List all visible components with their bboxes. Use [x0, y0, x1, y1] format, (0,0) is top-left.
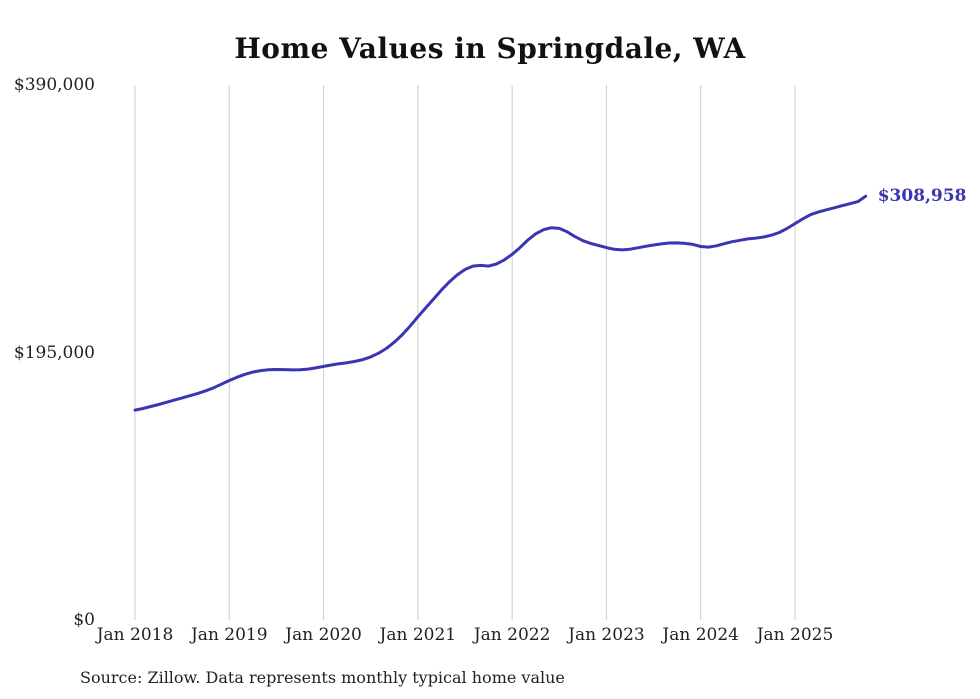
x-tick-label: Jan 2020	[285, 625, 362, 645]
home-value-line	[133, 194, 868, 412]
x-tick-label: Jan 2021	[379, 625, 457, 645]
chart-title: Home Values in Springdale, WA	[234, 32, 746, 65]
latest-value-label: $308,958	[877, 186, 967, 207]
y-tick-label: $390,000	[13, 75, 95, 95]
x-tick-label: Jan 2018	[96, 625, 174, 645]
x-tick-label: Jan 2023	[568, 625, 645, 645]
y-tick-label: $195,000	[13, 342, 95, 363]
x-tick-label: Jan 2025	[756, 625, 834, 645]
source-note: Source: Zillow. Data represents monthly …	[80, 668, 565, 687]
x-tick-label: Jan 2019	[190, 625, 268, 645]
x-tick-label: Jan 2024	[662, 625, 739, 645]
y-tick-label: $0	[73, 610, 95, 630]
x-tick-label: Jan 2022	[473, 625, 551, 645]
